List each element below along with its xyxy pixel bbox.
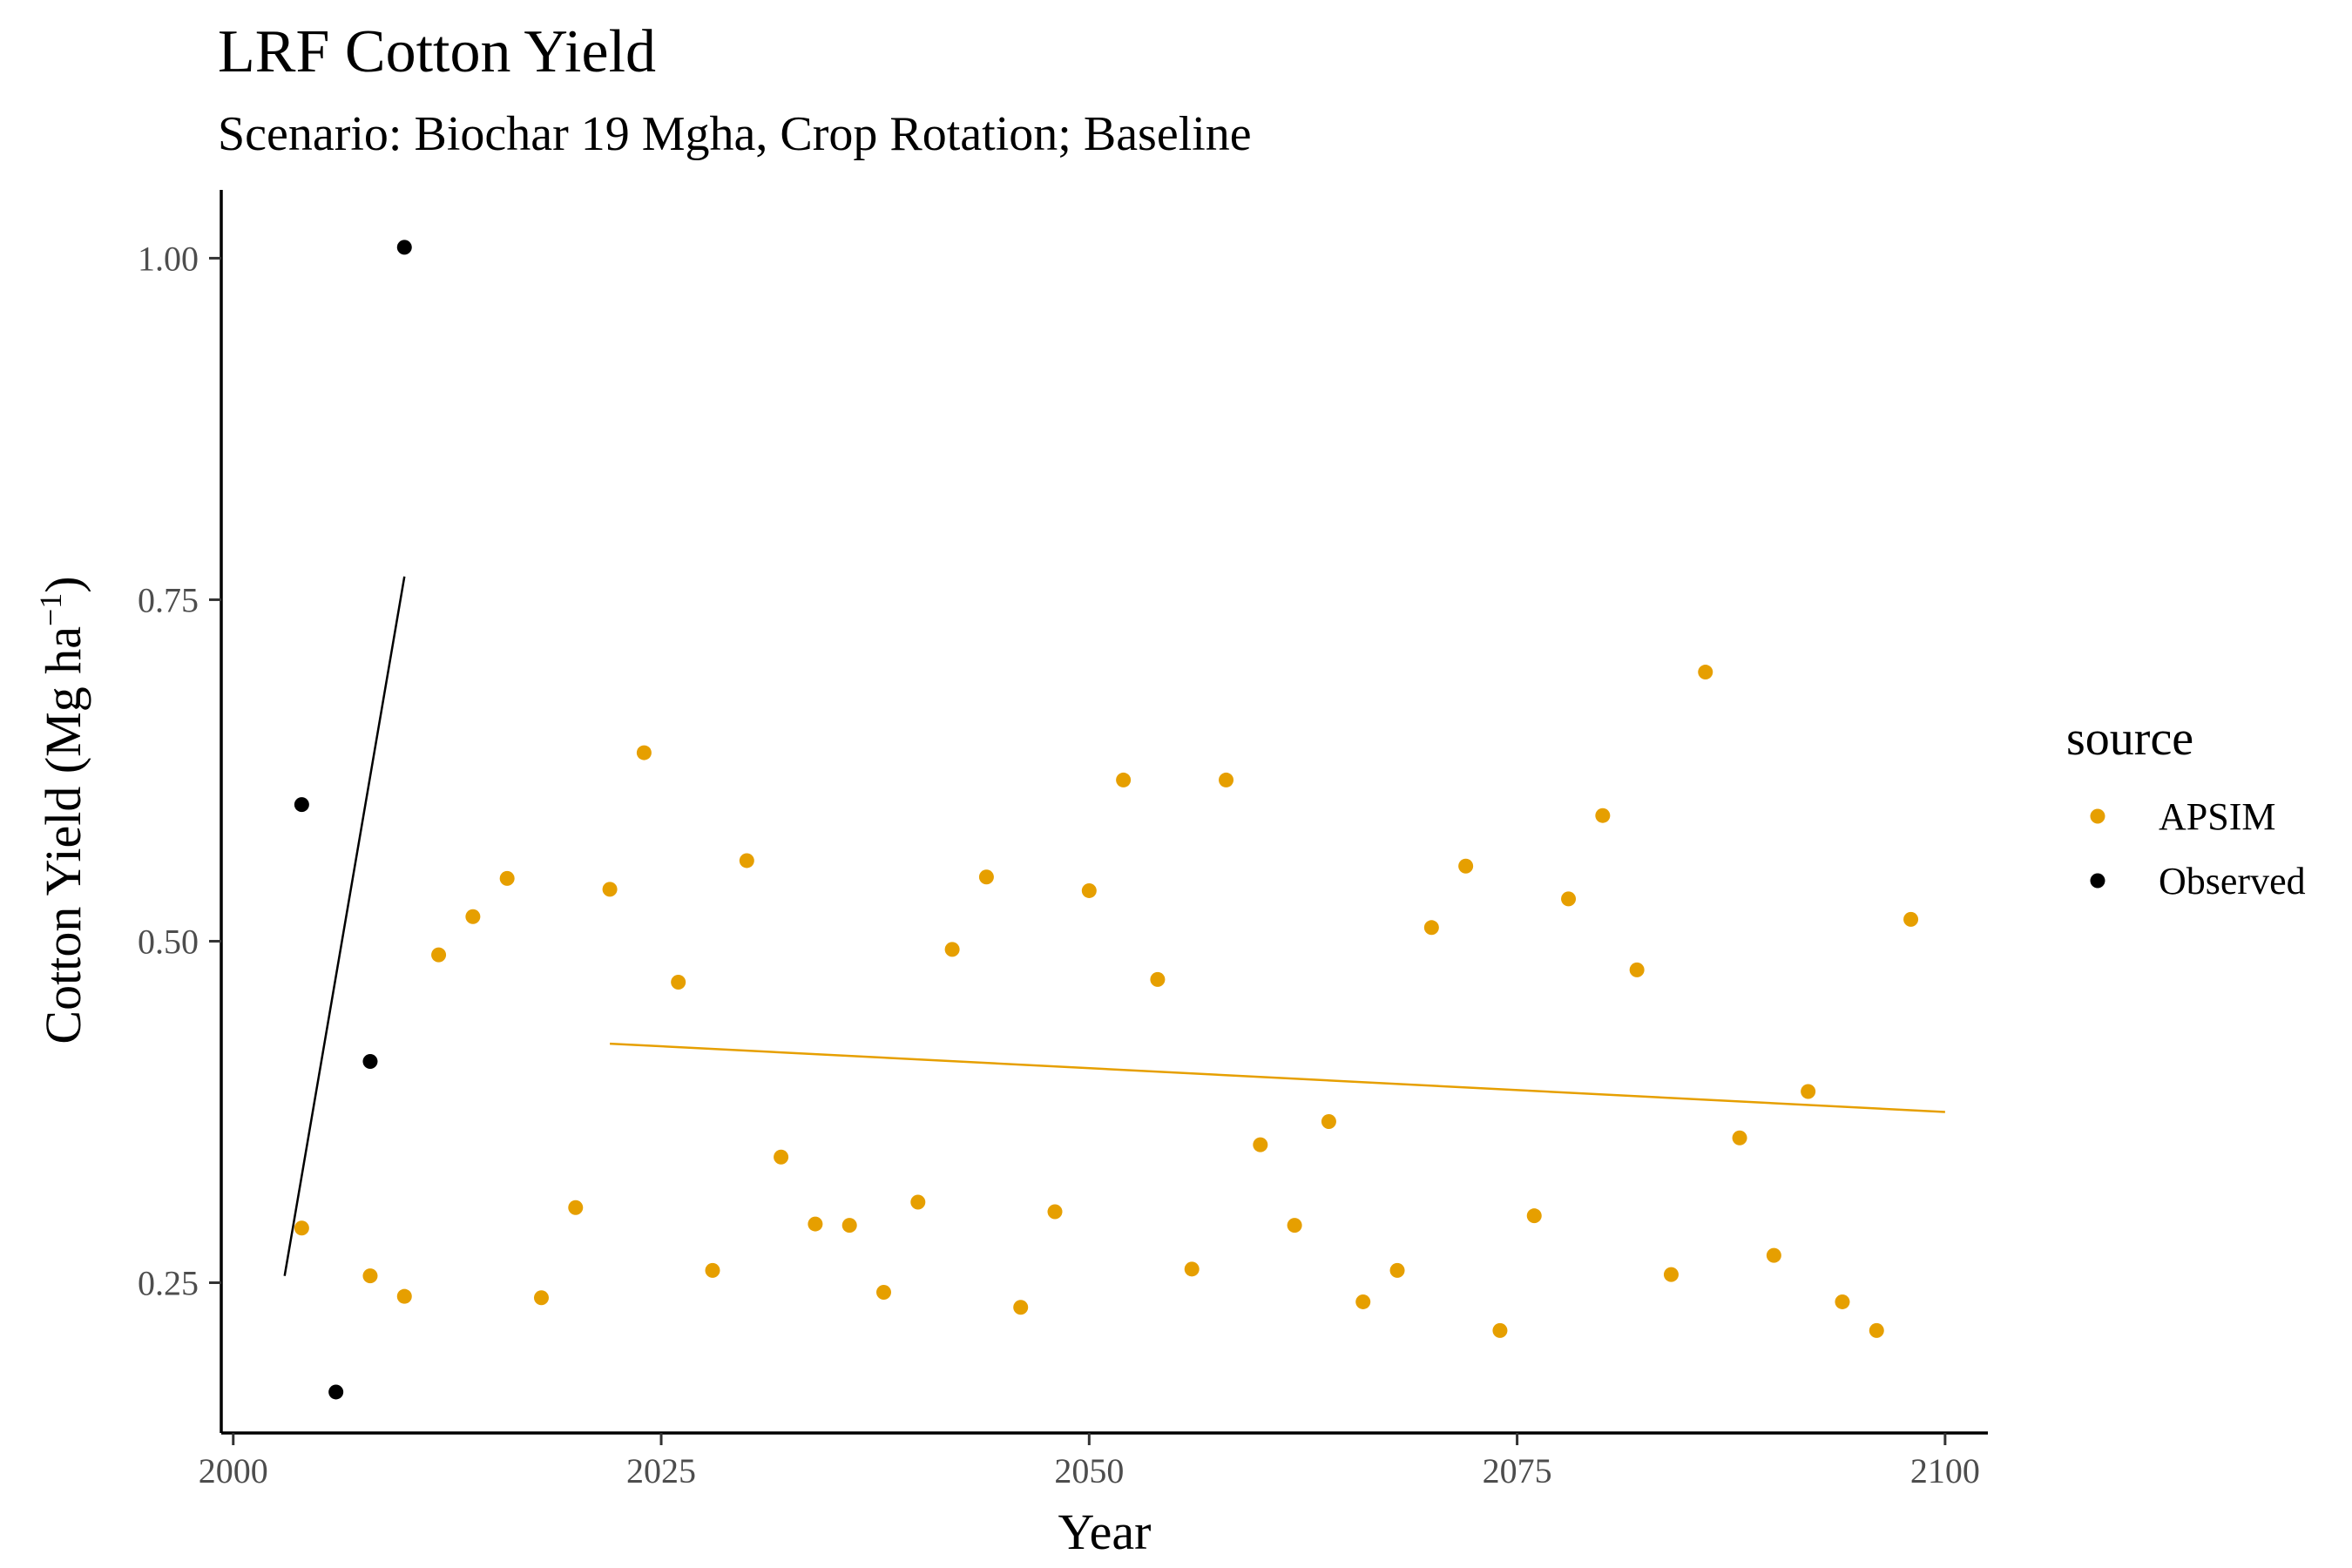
point-observed (396, 240, 412, 255)
legend-label-apsim: APSIM (2159, 795, 2276, 838)
x-tick-label: 2025 (626, 1451, 696, 1490)
point-apsim (1663, 1267, 1679, 1282)
legend-label-observed: Observed (2159, 860, 2306, 902)
point-apsim (1458, 858, 1474, 874)
point-apsim (774, 1149, 789, 1165)
point-apsim (294, 1220, 309, 1236)
point-apsim (1355, 1294, 1371, 1309)
point-apsim (978, 869, 994, 885)
legend-key-observed (2090, 873, 2105, 889)
point-apsim (1321, 1113, 1336, 1129)
y-tick-label: 1.00 (138, 239, 199, 278)
point-apsim (739, 853, 754, 868)
y-tick-label: 0.25 (138, 1264, 199, 1303)
point-apsim (1732, 1130, 1747, 1146)
x-axis-title: Year (1058, 1504, 1152, 1560)
point-observed (362, 1053, 378, 1069)
point-apsim (1150, 971, 1166, 987)
y-tick-label: 0.75 (138, 580, 199, 619)
y-axis-ticks: 0.25 0.50 0.75 1.00 (138, 239, 221, 1303)
point-apsim (808, 1216, 823, 1232)
x-tick-label: 2075 (1483, 1451, 1552, 1490)
point-apsim (841, 1218, 857, 1233)
point-apsim (362, 1268, 378, 1284)
y-axis-title-superscript: −1 (33, 593, 68, 626)
point-apsim (1698, 665, 1713, 680)
y-axis-title-close: ) (35, 576, 91, 592)
point-apsim (1835, 1294, 1850, 1309)
point-apsim (1869, 1322, 1884, 1338)
point-apsim (1766, 1247, 1781, 1263)
point-apsim (1492, 1322, 1508, 1338)
point-apsim (533, 1290, 549, 1306)
point-apsim (705, 1262, 720, 1278)
point-apsim (1287, 1218, 1302, 1233)
chart-title: LRF Cotton Yield (218, 18, 656, 85)
point-apsim (1013, 1300, 1029, 1315)
point-apsim (1903, 911, 1919, 927)
point-observed (328, 1384, 344, 1400)
x-tick-label: 2100 (1910, 1451, 1980, 1490)
point-apsim (1081, 882, 1097, 898)
point-apsim (602, 882, 618, 897)
point-apsim (1389, 1262, 1405, 1278)
x-axis-ticks: 2000 2025 2050 2075 2100 (199, 1433, 1980, 1490)
x-tick-label: 2050 (1054, 1451, 1124, 1490)
point-apsim (1423, 920, 1439, 936)
legend-title: source (2066, 712, 2193, 766)
chart-subtitle: Scenario: Biochar 19 Mgha, Crop Rotation… (218, 107, 1252, 161)
point-apsim (1526, 1208, 1542, 1224)
trend-line-apsim (610, 1042, 1945, 1113)
point-observed (294, 797, 309, 813)
point-apsim (671, 975, 686, 990)
point-apsim (1184, 1261, 1200, 1277)
point-apsim (636, 745, 652, 760)
point-apsim (1116, 772, 1132, 787)
trend-line-observed (283, 576, 406, 1276)
y-axis-title-main: Cotton Yield (Mg ha (35, 626, 91, 1044)
point-apsim (465, 909, 481, 924)
point-apsim (1253, 1137, 1268, 1152)
point-apsim (1595, 808, 1611, 823)
x-tick-label: 2000 (199, 1451, 268, 1490)
y-axis-title: Cotton Yield (Mg ha−1) (33, 576, 91, 1044)
legend: source APSIM Observed (2066, 712, 2306, 902)
legend-key-apsim (2090, 808, 2105, 824)
point-apsim (1629, 962, 1645, 977)
point-apsim (910, 1194, 926, 1210)
point-apsim (876, 1284, 891, 1300)
point-apsim (1561, 891, 1577, 907)
point-apsim (944, 942, 960, 957)
point-apsim (1219, 772, 1234, 787)
trend-lines (283, 576, 1945, 1276)
point-apsim (568, 1200, 584, 1215)
point-apsim (499, 870, 515, 886)
point-apsim (396, 1288, 412, 1304)
y-tick-label: 0.50 (138, 922, 199, 961)
point-apsim (1047, 1204, 1063, 1220)
point-apsim (1801, 1084, 1816, 1099)
data-points (294, 240, 1919, 1400)
point-apsim (431, 947, 447, 963)
